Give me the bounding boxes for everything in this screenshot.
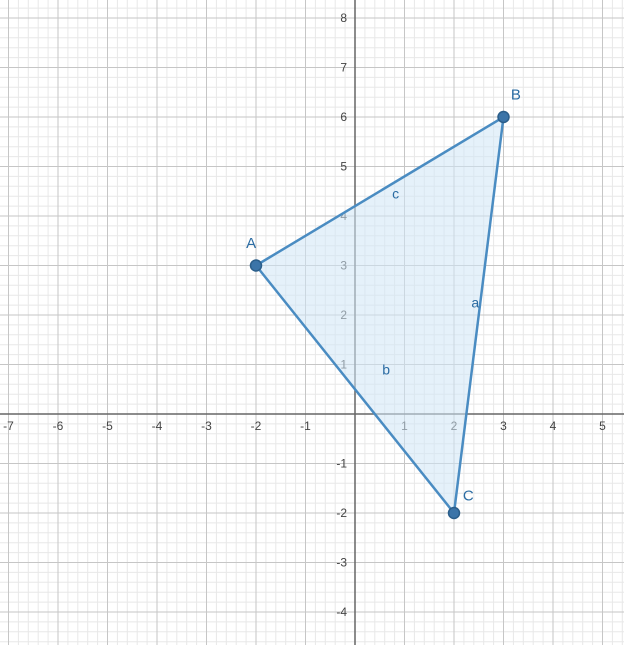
chart-svg: -7-6-5-4-3-2-112345-4-3-2-112345678ABCca… bbox=[0, 0, 624, 645]
x-tick-label: 3 bbox=[500, 419, 507, 433]
y-tick-label: 8 bbox=[340, 11, 347, 25]
x-tick-label: 5 bbox=[599, 419, 606, 433]
x-tick-label: -2 bbox=[251, 419, 262, 433]
x-tick-label: -1 bbox=[300, 419, 311, 433]
vertex-c-dot bbox=[449, 508, 460, 519]
side-b-label: b bbox=[382, 361, 390, 377]
y-tick-label: -4 bbox=[336, 605, 347, 619]
y-tick-label: 5 bbox=[340, 160, 347, 174]
side-a-label: a bbox=[471, 295, 479, 311]
x-tick-label: -4 bbox=[152, 419, 163, 433]
x-tick-label: -3 bbox=[201, 419, 212, 433]
coordinate-chart: -7-6-5-4-3-2-112345-4-3-2-112345678ABCca… bbox=[0, 0, 624, 645]
y-tick-label: -1 bbox=[336, 457, 347, 471]
y-tick-label: -2 bbox=[336, 506, 347, 520]
x-tick-label: -5 bbox=[102, 419, 113, 433]
x-tick-label: 4 bbox=[550, 419, 557, 433]
vertex-a-dot bbox=[251, 260, 262, 271]
y-tick-label: -3 bbox=[336, 556, 347, 570]
x-tick-label: -6 bbox=[53, 419, 64, 433]
side-c-label: c bbox=[392, 186, 399, 202]
vertex-b-dot bbox=[498, 112, 509, 123]
vertex-a-label: A bbox=[246, 235, 256, 252]
y-tick-label: 7 bbox=[340, 61, 347, 75]
y-tick-label: 6 bbox=[340, 110, 347, 124]
x-tick-label: -7 bbox=[3, 419, 14, 433]
vertex-c-label: C bbox=[463, 488, 474, 505]
vertex-b-label: B bbox=[511, 87, 521, 104]
